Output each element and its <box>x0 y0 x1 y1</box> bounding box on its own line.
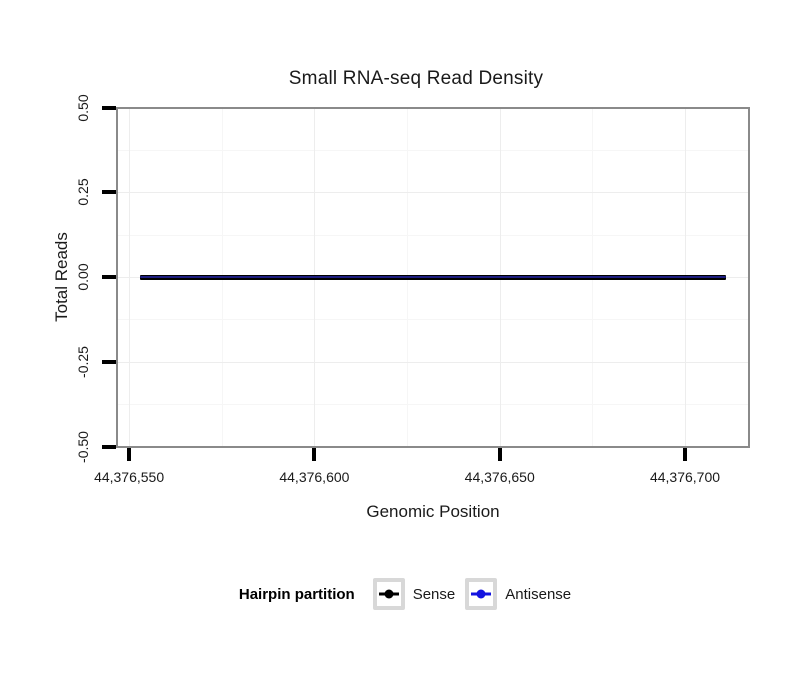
x-tick-label: 44,376,650 <box>464 469 535 485</box>
y-tick-label: -0.25 <box>75 345 91 378</box>
y-tick-label: 0.25 <box>75 178 91 206</box>
legend: Hairpin partition Sense Antisense <box>0 576 810 612</box>
y-axis-tick <box>102 190 116 195</box>
legend-key-icon <box>372 578 405 610</box>
legend-entry-sense: Sense <box>372 578 456 610</box>
y-axis-tick <box>102 444 116 449</box>
plot-panel <box>116 107 750 448</box>
x-tick-label: 44,376,700 <box>649 469 721 485</box>
series-line-antisense <box>140 275 726 279</box>
gridline-minor-horizontal <box>118 149 748 151</box>
y-axis-title: Total Reads <box>52 232 71 322</box>
gridline-major-horizontal <box>118 361 748 363</box>
legend-label: Antisense <box>505 585 572 603</box>
gridline-major-horizontal <box>118 192 748 194</box>
y-axis-tick <box>102 105 116 110</box>
y-axis-tick <box>102 275 116 279</box>
x-axis-tick <box>497 448 502 461</box>
legend-key-dot <box>476 589 486 599</box>
chart-title: Small RNA-seq Read Density <box>288 68 544 89</box>
gridline-minor-horizontal <box>118 234 748 236</box>
gridline-minor-horizontal <box>118 404 748 406</box>
x-axis-title: Genomic Position <box>366 502 500 521</box>
y-tick-label: 0.00 <box>75 263 91 291</box>
legend-key-icon <box>465 578 498 610</box>
x-tick-label: 44,376,550 <box>94 469 165 485</box>
legend-entries: Sense Antisense <box>372 578 571 610</box>
y-tick-label: -0.50 <box>75 430 91 463</box>
x-tick-label: 44,376,600 <box>279 469 350 485</box>
legend-label: Sense <box>412 585 456 603</box>
y-tick-label: 0.50 <box>75 93 91 122</box>
x-axis-tick <box>127 448 132 461</box>
y-axis-tick <box>102 359 116 364</box>
legend-entry-antisense: Antisense <box>465 578 571 610</box>
gridline-minor-horizontal <box>118 319 748 321</box>
x-axis-tick <box>683 448 687 461</box>
legend-title: Hairpin partition <box>238 585 355 603</box>
legend-key-dot <box>384 589 394 599</box>
x-axis-tick <box>312 448 317 461</box>
